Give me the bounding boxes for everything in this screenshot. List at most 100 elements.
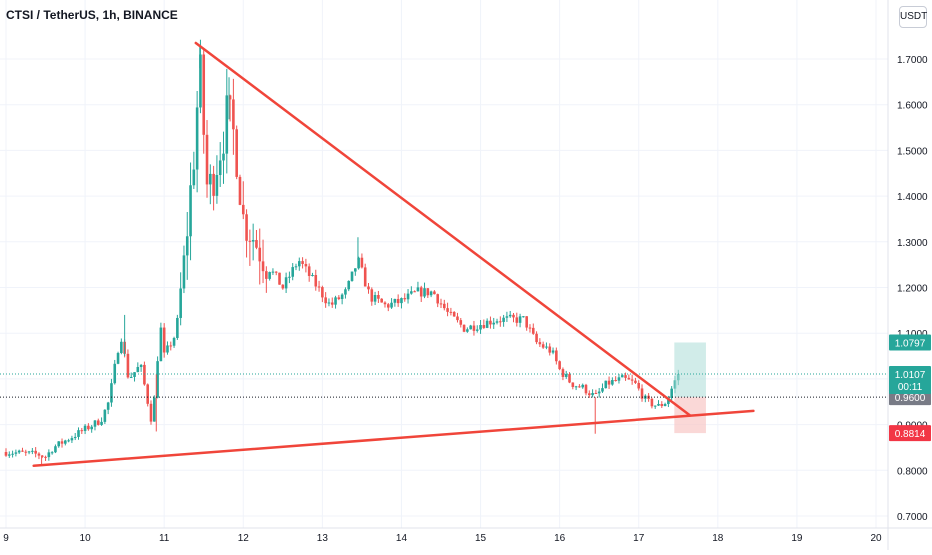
candle-body <box>587 393 591 396</box>
candle-body <box>330 302 334 305</box>
candle-body <box>508 314 512 317</box>
candle-body <box>278 272 281 285</box>
candle-body <box>100 421 103 425</box>
candle-body <box>383 302 387 305</box>
symbol-title: CTSI / TetherUS, 1h, BINANCE <box>6 8 178 22</box>
candle-body <box>304 263 308 267</box>
candle-body <box>255 239 258 248</box>
candle-body <box>545 346 548 348</box>
candle-body <box>469 325 472 330</box>
candle-body <box>551 350 555 353</box>
candle-body <box>11 453 14 455</box>
candle-body <box>597 391 601 394</box>
y-tick-label: 0.7000 <box>897 512 928 523</box>
candle-body <box>83 425 87 431</box>
candle-body <box>21 450 24 452</box>
candle-body <box>363 267 367 287</box>
candle-body <box>284 277 288 289</box>
candle-body <box>354 268 357 272</box>
candle-body <box>334 297 337 305</box>
candle-body <box>601 388 604 392</box>
candle-body <box>40 455 44 457</box>
candle-body <box>251 239 255 242</box>
candle-body <box>37 453 41 456</box>
candle-body <box>235 129 238 177</box>
target-zone <box>674 342 706 398</box>
candle-body <box>670 388 673 398</box>
candle-body <box>93 420 97 427</box>
grid <box>0 0 888 528</box>
candle-body <box>558 361 561 370</box>
x-tick-label: 11 <box>159 533 170 544</box>
candle-body <box>555 350 558 362</box>
candle-body <box>426 288 430 296</box>
candle-body <box>31 450 34 452</box>
candle-body <box>594 392 598 394</box>
candle-body <box>60 441 64 444</box>
candle-body <box>103 409 107 422</box>
candle-body <box>531 327 535 334</box>
candle-body <box>492 322 496 325</box>
candle-body <box>205 134 209 185</box>
stop-price-tag: 0.8814 <box>889 425 931 442</box>
candle-body <box>657 404 660 406</box>
candle-body <box>288 276 291 278</box>
target-price-tag: 1.0797 <box>889 334 931 351</box>
candle-body <box>419 287 423 297</box>
candle-body <box>176 317 179 338</box>
candle-body <box>452 312 456 317</box>
candle-body <box>433 291 436 295</box>
candle-body <box>232 99 235 130</box>
candle-body <box>528 327 532 329</box>
candle-body <box>192 169 196 186</box>
candle-body <box>73 436 77 439</box>
candle-body <box>143 364 146 385</box>
candle-body <box>624 375 627 378</box>
candle-body <box>291 267 295 277</box>
target-price-tag-value: 1.0797 <box>895 338 926 349</box>
candle-body <box>271 271 275 273</box>
candle-body <box>301 261 304 264</box>
candle-body <box>152 397 156 422</box>
candle-body <box>436 294 440 304</box>
candle-body <box>548 346 552 353</box>
candle-body <box>390 302 393 308</box>
candle-body <box>222 153 225 161</box>
candle-body <box>370 289 374 302</box>
candle-body <box>515 317 519 323</box>
candle-body <box>57 441 61 447</box>
current-price-tag-value: 1.0107 <box>895 370 926 381</box>
candle-body <box>44 456 47 458</box>
candle-body <box>535 333 538 343</box>
candle-body <box>297 261 301 267</box>
candle-body <box>324 297 327 304</box>
candle-body <box>139 364 143 368</box>
candle-body <box>505 316 509 318</box>
candle-body <box>367 286 370 290</box>
candle-body <box>215 175 219 196</box>
candle-body <box>77 430 80 437</box>
currency-button[interactable]: USDT <box>899 6 927 28</box>
candle-body <box>166 345 169 353</box>
candle-body <box>373 295 377 302</box>
candle-body <box>423 288 426 297</box>
candle-body <box>327 302 331 304</box>
candle-body <box>396 298 400 304</box>
candle-body <box>67 440 70 442</box>
candle-body <box>541 344 545 348</box>
x-tick-label: 15 <box>475 533 487 544</box>
candle-body <box>393 298 397 303</box>
candle-body <box>617 377 621 381</box>
x-tick-label: 12 <box>238 533 250 544</box>
x-tick-label: 20 <box>870 533 882 544</box>
candle-body <box>413 291 416 293</box>
candle-body <box>87 425 90 430</box>
candle-body <box>294 266 298 268</box>
candle-body <box>238 176 242 205</box>
candle-body <box>525 316 528 328</box>
candle-body <box>159 327 163 362</box>
candle-body <box>637 382 641 389</box>
candle-body <box>106 402 110 410</box>
